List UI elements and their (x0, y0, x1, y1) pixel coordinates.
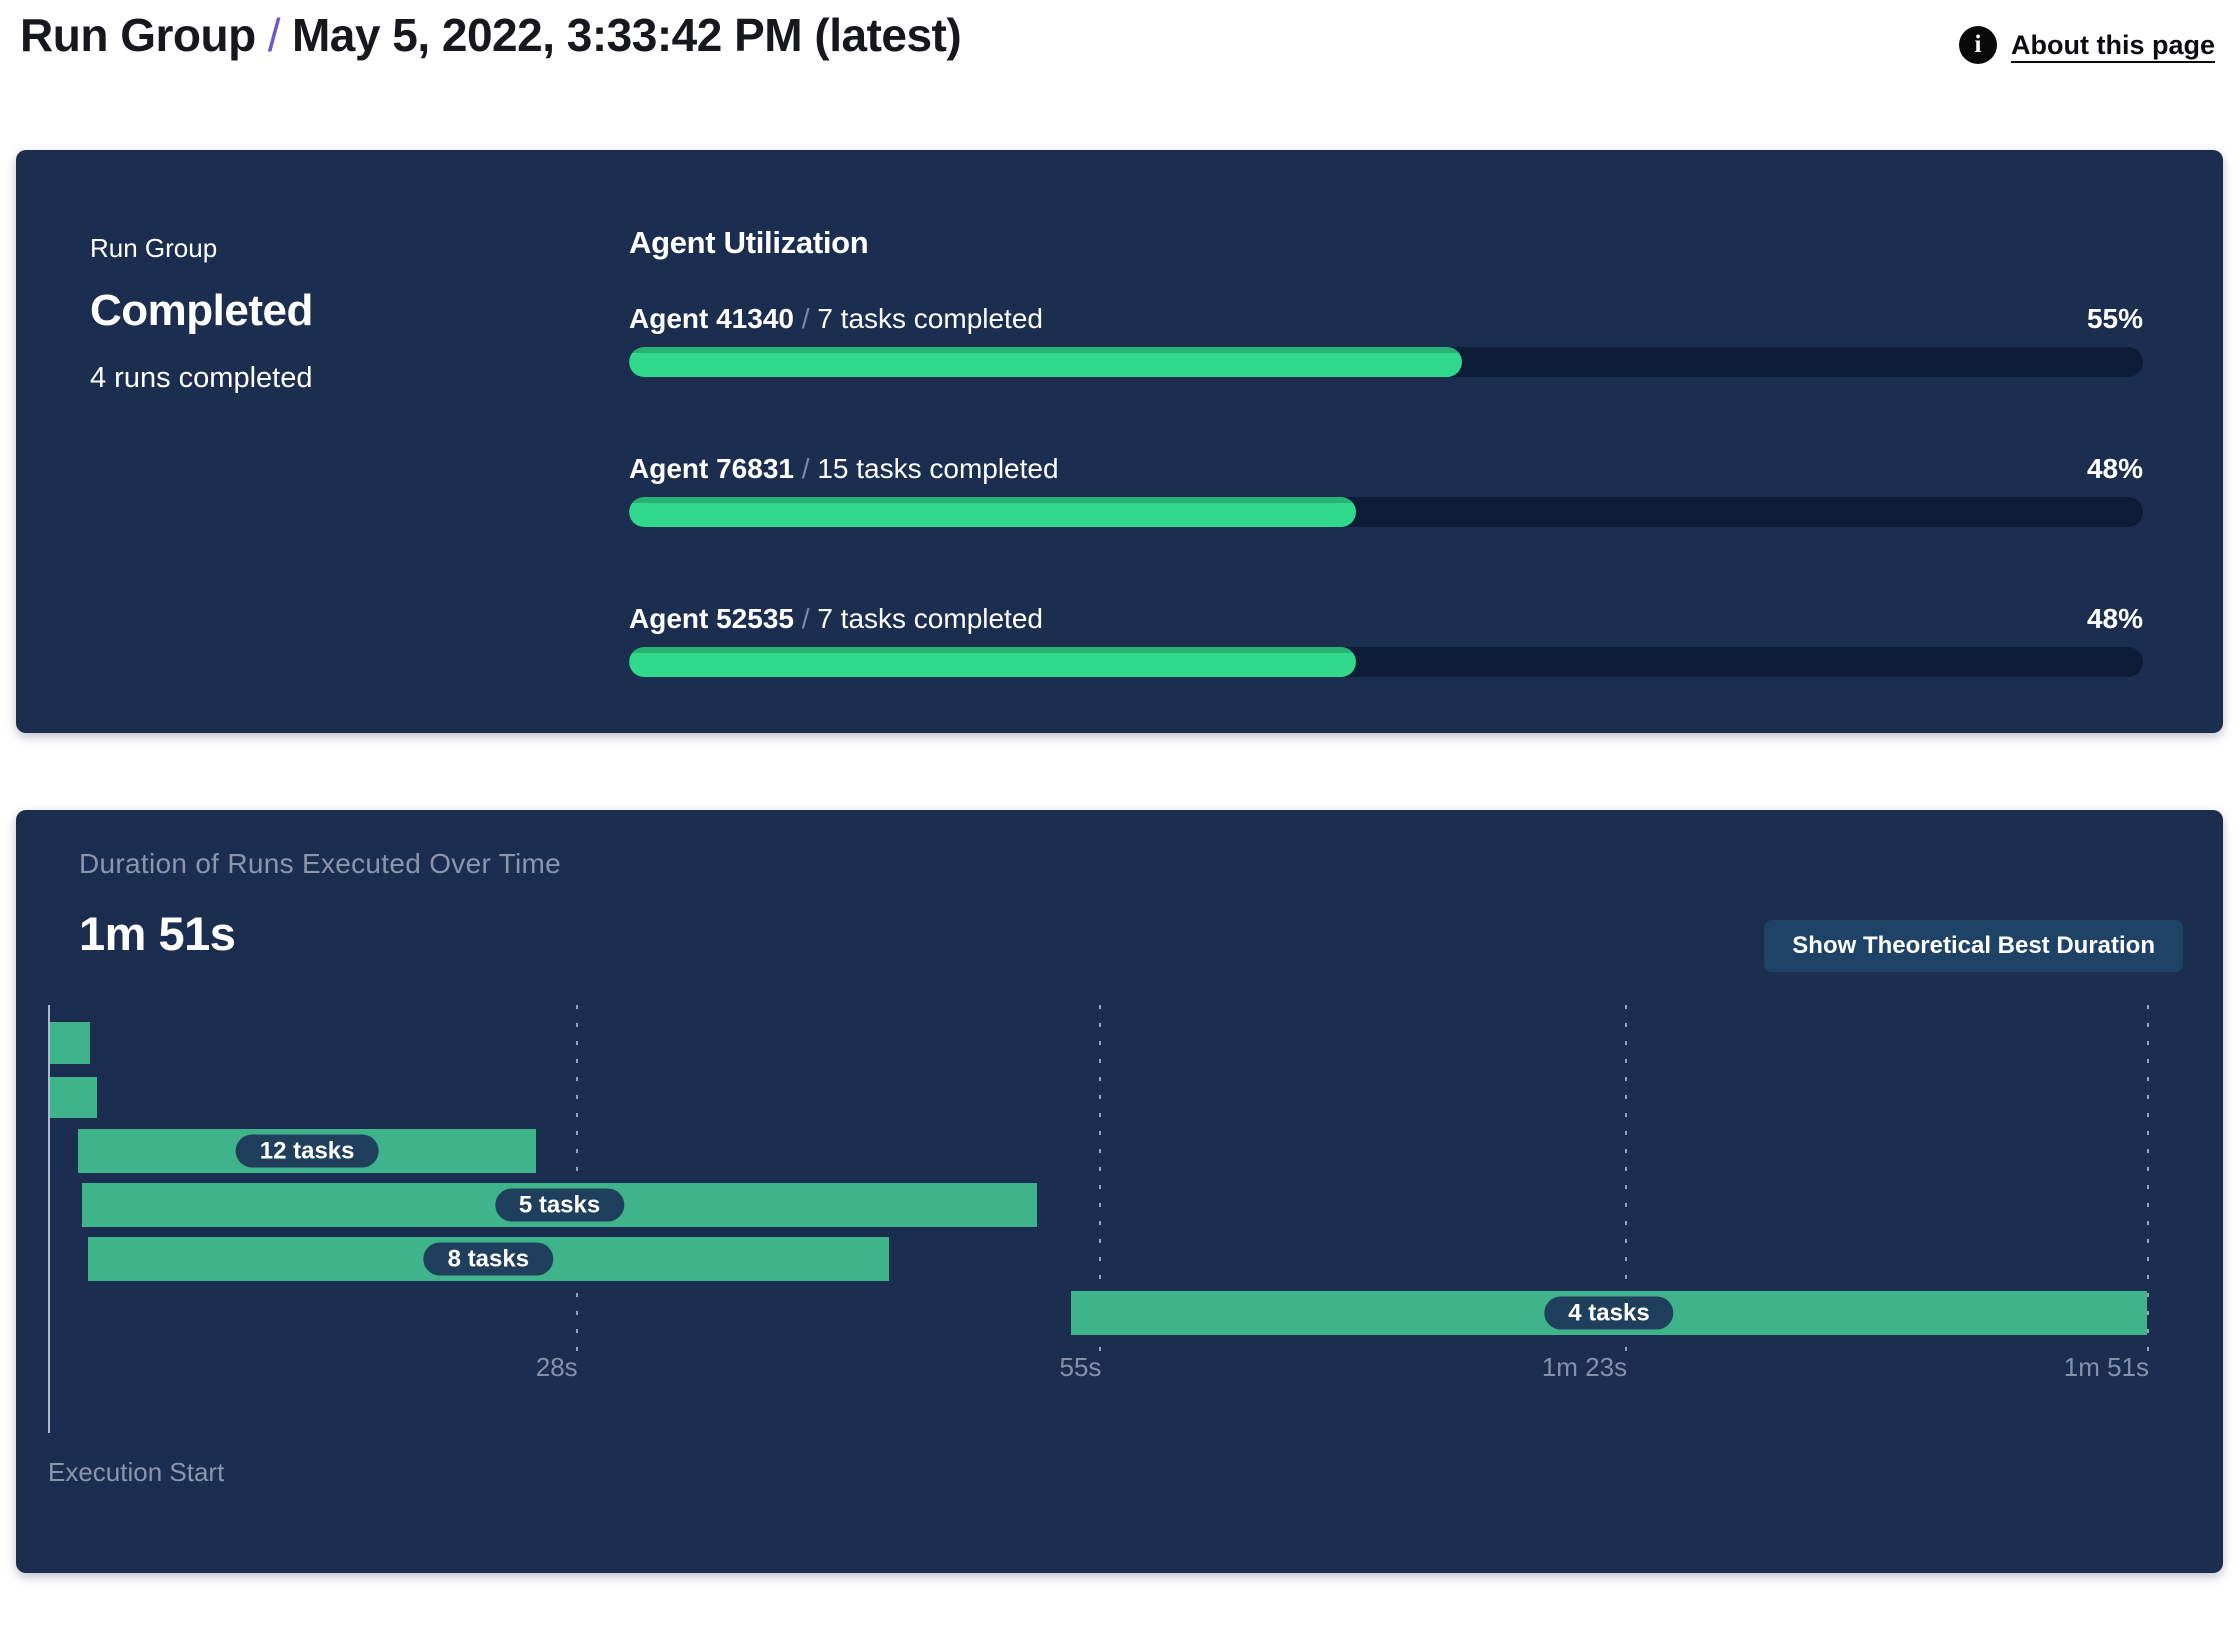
run-group-status: Completed (90, 286, 313, 335)
run-bar[interactable] (50, 1022, 90, 1064)
time-tick-label: 55s (1059, 1352, 1102, 1382)
run-group-eyebrow: Run Group (90, 233, 218, 263)
run-group-summary-panel: Run Group Completed 4 runs completed Age… (16, 150, 2223, 733)
time-gridline (575, 1005, 578, 1357)
time-gridline (1099, 1005, 1102, 1357)
run-bar[interactable]: 4 tasks (1070, 1291, 2147, 1335)
breadcrumb-separator: / (267, 9, 281, 61)
agent-utilization-percent: 55% (2086, 303, 2143, 334)
agent-name: Agent 76831 (629, 453, 794, 484)
agent-utilization-fill (629, 647, 1356, 677)
gantt-chart: Execution Start 28s 55s 1m 23s 1m 51s 12 tas… (16, 1005, 2223, 1515)
run-bar[interactable]: 8 tasks (87, 1237, 889, 1281)
agent-row: Agent 52535 / 7 tasks completed 48% (629, 603, 2143, 677)
about-link-label: About this page (2011, 29, 2215, 60)
agent-label-line: Agent 41340 / 7 tasks completed 55% (629, 303, 2143, 335)
run-task-count-pill: 5 tasks (494, 1188, 625, 1222)
time-tick-label: 1m 23s (1541, 1352, 1628, 1382)
agent-utilization-percent: 48% (2086, 603, 2143, 634)
time-tick-label: 28s (535, 1352, 578, 1382)
agent-utilization-fill (629, 497, 1356, 527)
agent-utilization-section: Agent Utilization Agent 41340 / 7 tasks … (629, 225, 2143, 733)
agent-label: Agent 52535 / 7 tasks completed (629, 603, 1043, 635)
page-title: Run Group / May 5, 2022, 3:33:42 PM (lates… (20, 8, 962, 62)
agent-label: Agent 41340 / 7 tasks completed (629, 303, 1043, 335)
agent-name: Agent 41340 (629, 303, 794, 334)
agent-utilization-track (629, 497, 2143, 527)
agent-label-separator: / (793, 603, 818, 634)
run-bar[interactable] (50, 1077, 98, 1118)
agent-tasks-completed: 15 tasks completed (817, 453, 1059, 484)
time-gridline (1625, 1005, 1628, 1357)
agent-utilization-rows: Agent 41340 / 7 tasks completed 55% Agent … (629, 303, 2143, 677)
agent-label-line: Agent 52535 / 7 tasks completed 48% (629, 603, 2143, 635)
execution-start-axis-line (48, 1005, 50, 1433)
time-tick-label: 1m 51s (2063, 1352, 2149, 1382)
page-header: Run Group / May 5, 2022, 3:33:42 PM (lates… (0, 0, 2240, 150)
run-task-count-pill: 12 tasks (235, 1134, 379, 1168)
agent-label-separator: / (793, 453, 818, 484)
agent-row: Agent 76831 / 15 tasks completed 48% (629, 453, 2143, 527)
run-bar[interactable]: 12 tasks (78, 1129, 536, 1173)
show-theoretical-best-button[interactable]: Show Theoretical Best Duration (1764, 920, 2183, 972)
about-this-page-link[interactable]: i About this page (1959, 26, 2215, 64)
agent-label-separator: / (793, 303, 818, 334)
agent-utilization-track (629, 347, 2143, 377)
info-icon: i (1959, 26, 1997, 64)
agent-name: Agent 52535 (629, 603, 794, 634)
run-task-count-pill: 4 tasks (1544, 1296, 1674, 1330)
time-gridline (2147, 1005, 2149, 1357)
breadcrumb-run-group: Run Group (20, 9, 256, 61)
agent-utilization-track (629, 647, 2143, 677)
duration-chart-header: Duration of Runs Executed Over Time 1m 5… (16, 810, 2223, 1005)
duration-chart-title: Duration of Runs Executed Over Time (79, 848, 562, 879)
agent-utilization-title: Agent Utilization (629, 225, 869, 260)
agent-label-line: Agent 76831 / 15 tasks completed 48% (629, 453, 2143, 485)
agent-label: Agent 76831 / 15 tasks completed (629, 453, 1059, 485)
agent-row: Agent 41340 / 7 tasks completed 55% (629, 303, 2143, 377)
duration-chart-panel: Duration of Runs Executed Over Time 1m 5… (16, 810, 2223, 1573)
run-timestamp-title: May 5, 2022, 3:33:42 PM (latest) (291, 9, 962, 61)
run-group-status-block: Run Group Completed 4 runs completed (90, 225, 629, 733)
run-task-count-pill: 8 tasks (423, 1242, 554, 1276)
run-bar[interactable]: 5 tasks (82, 1183, 1037, 1227)
total-duration-value: 1m 51s (79, 907, 236, 960)
agent-tasks-completed: 7 tasks completed (817, 303, 1043, 334)
execution-start-label: Execution Start (48, 1457, 225, 1487)
agent-utilization-percent: 48% (2086, 453, 2143, 484)
runs-completed-count: 4 runs completed (90, 362, 313, 394)
agent-tasks-completed: 7 tasks completed (817, 603, 1043, 634)
agent-utilization-fill (629, 347, 1462, 377)
